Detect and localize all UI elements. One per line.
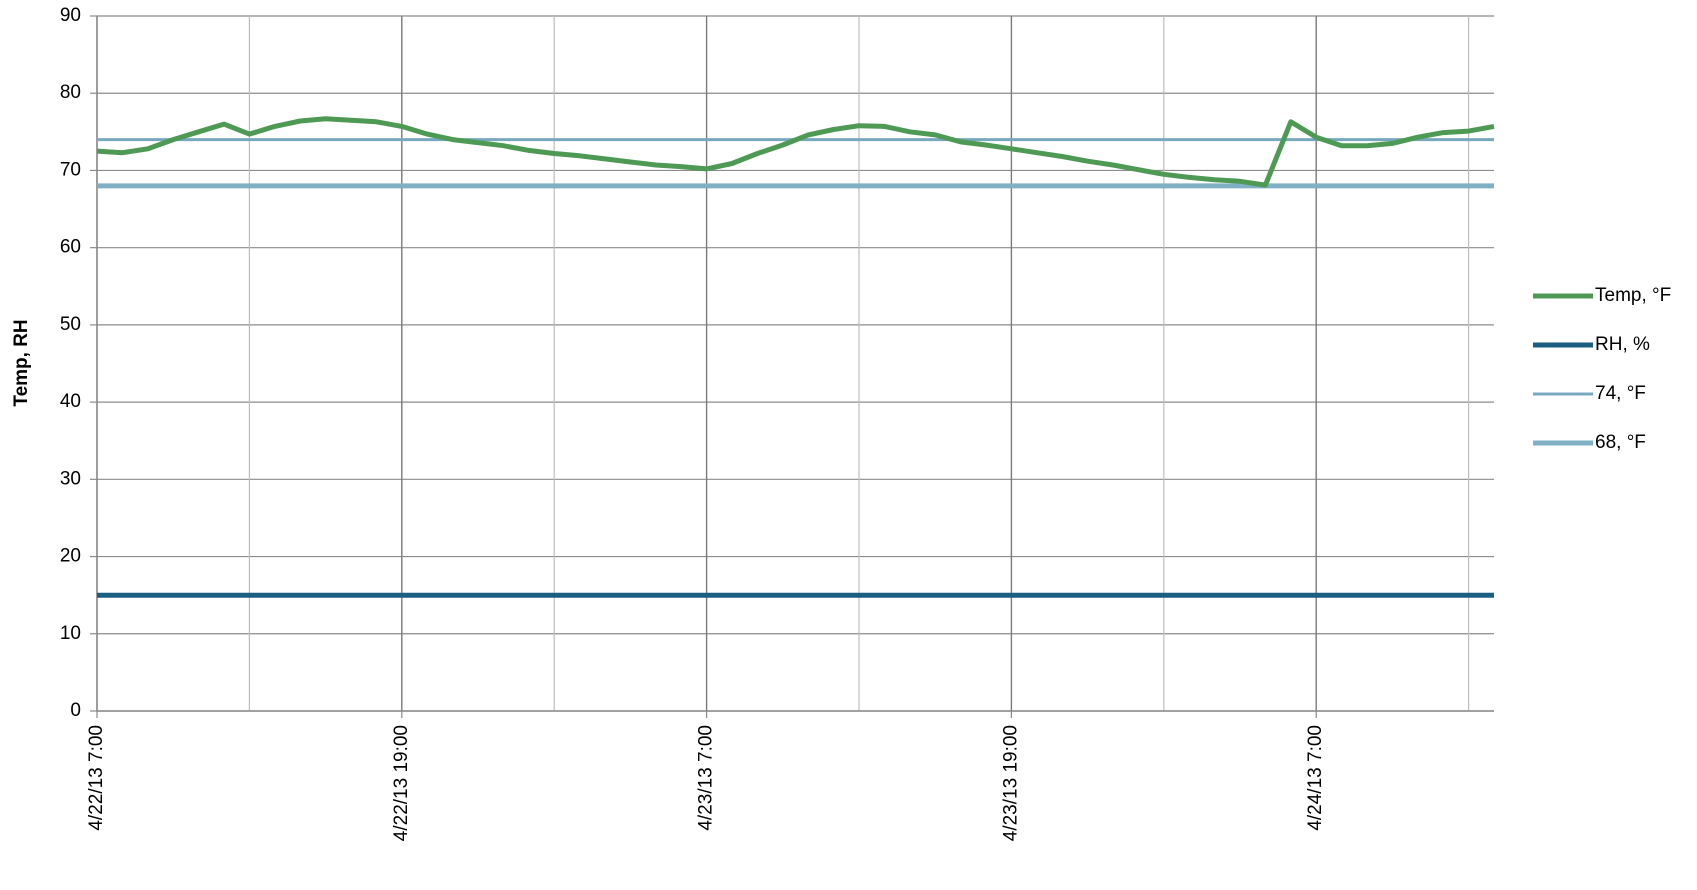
x-tick-label: 4/22/13 19:00 [391,725,412,841]
x-tick-label: 4/24/13 7:00 [1305,725,1326,831]
legend-label: 74, °F [1595,383,1646,404]
y-tick-label: 0 [70,700,81,721]
y-tick-label: 80 [60,82,81,103]
y-tick-label: 40 [60,391,81,412]
y-tick-label: 30 [60,468,81,489]
y-tick-label: 70 [60,159,81,180]
y-tick-label: 10 [60,623,81,644]
series-line [96,116,1495,188]
y-axis-title: Temp, RH [11,319,32,406]
y-tick-label: 60 [60,237,81,258]
x-tick-label: 4/23/13 19:00 [1000,725,1021,841]
y-tick-label: 90 [60,5,81,26]
legend-label: Temp, °F [1595,285,1671,306]
y-tick-label: 20 [60,546,81,567]
legend-label: RH, % [1595,334,1650,355]
y-tick-label: 50 [60,314,81,335]
x-tick-label: 4/22/13 7:00 [86,725,107,831]
legend-label: 68, °F [1595,432,1646,453]
x-tick-label: 4/23/13 7:00 [696,725,717,831]
